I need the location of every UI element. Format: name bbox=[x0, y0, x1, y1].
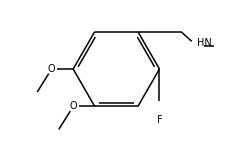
Text: HN: HN bbox=[197, 38, 212, 48]
Text: F: F bbox=[157, 115, 162, 125]
Text: O: O bbox=[48, 64, 55, 74]
Text: O: O bbox=[69, 101, 77, 111]
